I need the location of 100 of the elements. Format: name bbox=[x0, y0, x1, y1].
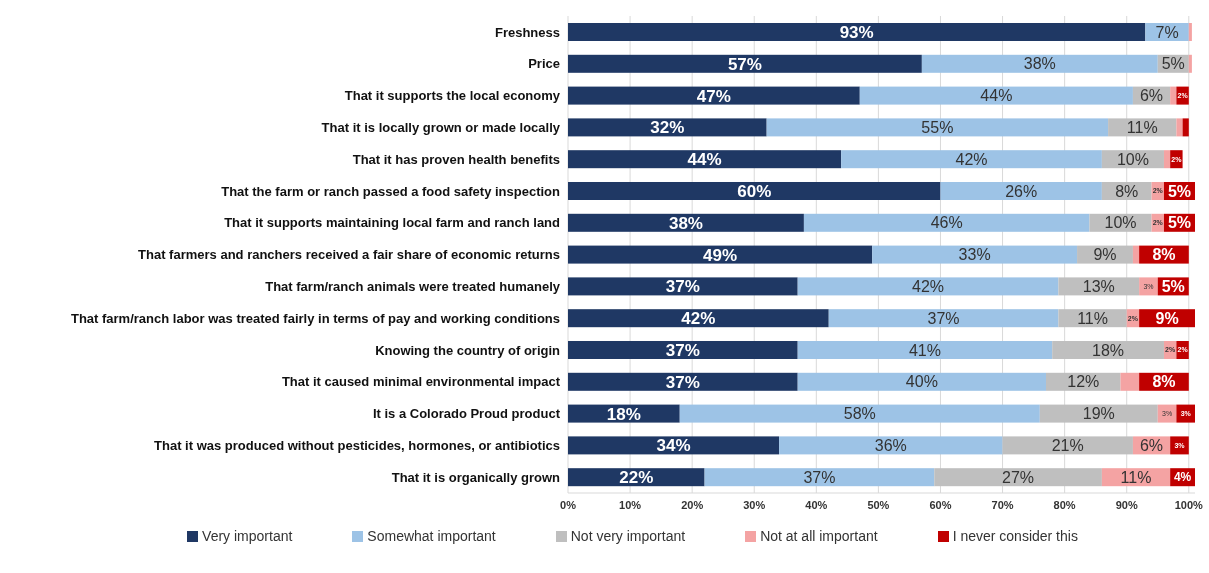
bar bbox=[797, 341, 1053, 359]
y-tick-label: That farm/ranch labor was treated fairly in terms of pay and working conditions bbox=[70, 310, 560, 326]
legend-label: Not at all important bbox=[759, 528, 878, 544]
bar bbox=[766, 118, 1109, 137]
data-label: 33% bbox=[958, 246, 991, 264]
data-label: 9% bbox=[1093, 246, 1117, 264]
data-label: 60% bbox=[737, 181, 772, 201]
y-tick-label: That it supports the local economy bbox=[344, 88, 561, 104]
data-label: 9% bbox=[1155, 309, 1179, 327]
data-label: 42% bbox=[912, 278, 945, 295]
data-label: 11% bbox=[1077, 309, 1108, 327]
x-tick-label: 0% bbox=[560, 498, 577, 511]
y-tick-label: It is a Colorado Proud product bbox=[372, 406, 561, 422]
y-tick-label: Knowing the country of origin bbox=[375, 342, 561, 358]
y-tick-label: That it is locally grown or made locally bbox=[321, 119, 561, 135]
bar bbox=[679, 404, 1040, 423]
bar bbox=[1163, 150, 1171, 169]
data-label: 37% bbox=[665, 340, 700, 360]
data-label: 4% bbox=[1173, 470, 1192, 485]
bar bbox=[568, 86, 860, 105]
bar bbox=[568, 118, 767, 137]
data-label: 18% bbox=[606, 404, 641, 424]
legend-label: I never consider this bbox=[951, 528, 1078, 544]
x-tick-label: 70% bbox=[991, 498, 1014, 511]
legend-label: Not very important bbox=[569, 528, 686, 544]
x-tick-label: 60% bbox=[929, 498, 952, 511]
data-label: 57% bbox=[727, 54, 762, 74]
y-tick-label: That it supports maintaining local farm and ranch land bbox=[224, 215, 561, 231]
bar bbox=[568, 182, 941, 200]
data-label: 34% bbox=[656, 436, 691, 456]
data-label: 37% bbox=[927, 309, 960, 327]
data-label: 11% bbox=[1120, 468, 1152, 486]
bar bbox=[797, 372, 1047, 391]
data-label: 37% bbox=[665, 372, 700, 392]
data-label: 5% bbox=[1161, 55, 1185, 73]
data-label: 22% bbox=[619, 468, 654, 488]
bar bbox=[704, 468, 935, 487]
data-label: 18% bbox=[1092, 341, 1125, 359]
bar bbox=[568, 277, 798, 296]
data-label: 8% bbox=[1152, 246, 1176, 264]
data-label: 11% bbox=[1126, 119, 1158, 136]
bar bbox=[1002, 436, 1133, 455]
bar bbox=[568, 341, 798, 359]
bar bbox=[568, 23, 1146, 41]
y-tick-label: Price bbox=[528, 56, 560, 72]
data-label: 7% bbox=[1155, 23, 1179, 41]
bar bbox=[1170, 86, 1177, 105]
data-label: 46% bbox=[930, 214, 963, 232]
bar bbox=[568, 372, 798, 391]
data-label: 41% bbox=[908, 341, 941, 359]
data-label: 37% bbox=[803, 468, 836, 486]
data-label: 13% bbox=[1082, 278, 1115, 295]
bar bbox=[872, 245, 1078, 264]
bar bbox=[1132, 245, 1140, 264]
data-label: 12% bbox=[1067, 373, 1100, 391]
data-label: 6% bbox=[1139, 87, 1164, 105]
bar bbox=[828, 309, 1059, 328]
y-tick-label: Freshness bbox=[494, 24, 560, 40]
y-tick-label: That it was produced without pesticides, hormones, or antibiotics bbox=[154, 437, 560, 453]
data-label: 44% bbox=[980, 87, 1013, 105]
data-label: 5% bbox=[1161, 278, 1185, 295]
bar bbox=[797, 277, 1059, 296]
data-label: 19% bbox=[1082, 405, 1115, 423]
data-label: 40% bbox=[905, 373, 938, 391]
data-label: 8% bbox=[1152, 373, 1176, 391]
bar bbox=[1182, 118, 1189, 137]
data-label: 55% bbox=[921, 119, 954, 136]
data-label: 42% bbox=[681, 309, 716, 329]
data-label: 26% bbox=[1005, 182, 1038, 200]
y-tick-label: That farmers and ranchers received a fair share of economic returns bbox=[138, 247, 560, 263]
data-label: 49% bbox=[703, 245, 738, 265]
bar bbox=[934, 468, 1102, 487]
bar bbox=[859, 86, 1133, 105]
bar bbox=[1176, 118, 1183, 137]
x-tick-label: 30% bbox=[743, 498, 766, 511]
bar bbox=[568, 309, 829, 328]
y-tick-label: That it caused minimal environmental impact bbox=[281, 374, 561, 390]
data-label: 38% bbox=[1023, 55, 1056, 73]
data-label: 36% bbox=[874, 437, 907, 454]
bar bbox=[568, 54, 922, 73]
bar bbox=[1120, 372, 1140, 391]
data-label: 93% bbox=[839, 22, 874, 42]
data-label: 44% bbox=[687, 150, 722, 170]
data-label: 38% bbox=[668, 213, 703, 233]
data-label: 32% bbox=[650, 118, 685, 138]
data-label: 5% bbox=[1167, 182, 1192, 200]
y-tick-label: That it is organically grown bbox=[391, 469, 561, 485]
bar bbox=[921, 54, 1158, 73]
data-label: 10% bbox=[1104, 214, 1137, 232]
bar bbox=[1188, 23, 1192, 41]
x-tick-label: 10% bbox=[619, 498, 642, 511]
x-tick-label: 80% bbox=[1053, 498, 1076, 511]
x-tick-label: 100% bbox=[1174, 498, 1204, 511]
bar bbox=[779, 436, 1003, 455]
x-tick-label: 50% bbox=[867, 498, 890, 511]
x-tick-label: 40% bbox=[805, 498, 828, 511]
y-tick-label: That the farm or ranch passed a food safety inspection bbox=[221, 183, 561, 199]
bar bbox=[940, 182, 1102, 200]
bar bbox=[841, 150, 1102, 169]
data-label: 42% bbox=[955, 150, 988, 168]
